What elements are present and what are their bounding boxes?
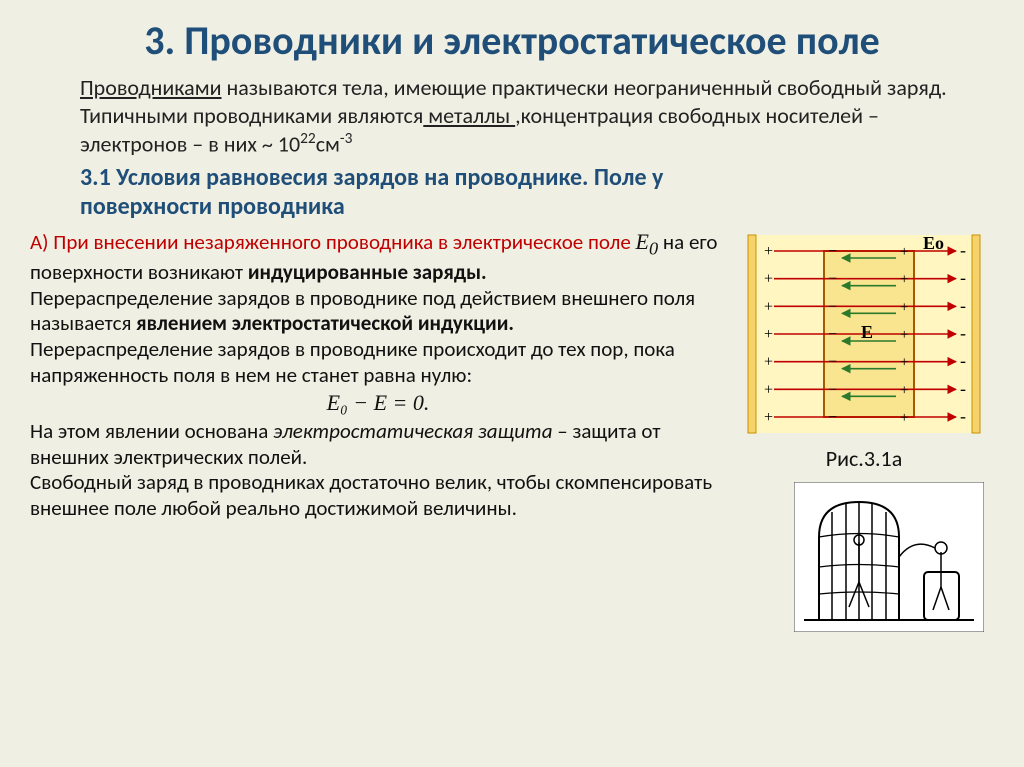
body-p2-b: явлением электростатической индукции.	[136, 310, 514, 336]
svg-text:+: +	[900, 410, 908, 426]
svg-text:-: -	[960, 240, 966, 260]
body-p5: Свободный заряд в проводниках достаточно…	[30, 469, 712, 521]
svg-text:+: +	[764, 409, 773, 426]
svg-text:−: −	[828, 409, 837, 426]
svg-text:-: -	[960, 379, 966, 399]
figure-caption: Рис.3.1а	[744, 445, 984, 472]
body-a-red: А) При внесении незаряженного проводника…	[30, 229, 636, 255]
svg-text:+: +	[900, 300, 908, 316]
svg-text:-: -	[960, 296, 966, 316]
body-text-column: А) При внесении незаряженного проводника…	[30, 229, 726, 632]
svg-text:-: -	[960, 323, 966, 343]
svg-text:+: +	[764, 382, 773, 399]
svg-text:+: +	[764, 354, 773, 371]
body-a-bold: индуцированные заряды.	[248, 259, 487, 285]
svg-text:Eo: Eo	[923, 233, 944, 253]
svg-text:E: E	[861, 322, 873, 342]
svg-text:-: -	[960, 268, 966, 288]
svg-text:+: +	[900, 383, 908, 399]
svg-text:−: −	[828, 382, 837, 399]
intro-underline-1: Проводниками	[80, 74, 222, 101]
svg-text:−: −	[828, 354, 837, 371]
intro-sup-22: 22	[300, 129, 316, 148]
intro-text-5: см	[316, 130, 340, 157]
heading-line-2: поверхности проводника	[80, 192, 345, 221]
svg-text:+: +	[764, 243, 773, 260]
intro-sup-neg3: -3	[340, 129, 353, 148]
figure-column: + - − + + - − + + - − + + - − + + - − + + - − + + - − + Eo E Рис.3.1а	[744, 229, 994, 632]
svg-text:-: -	[960, 351, 966, 371]
diagram-faraday-cage	[794, 482, 984, 632]
svg-text:−: −	[828, 326, 837, 343]
svg-text:+: +	[764, 326, 773, 343]
svg-text:+: +	[900, 244, 908, 260]
slide-title: 3. Проводники и электростатическое поле	[30, 18, 994, 64]
intro-underline-2: металлы	[423, 102, 515, 129]
svg-text:+: +	[900, 355, 908, 371]
svg-text:+: +	[764, 299, 773, 316]
svg-text:+: +	[764, 271, 773, 288]
svg-text:+: +	[900, 272, 908, 288]
symbol-e0: E0	[636, 229, 659, 254]
heading-line-1: 3.1 Условия равновесия зарядов на провод…	[80, 163, 663, 192]
body-p4-a: На этом явлении основана	[30, 418, 273, 444]
body-p4-italic: электростатическая защита	[273, 418, 552, 444]
svg-text:-: -	[960, 406, 966, 426]
diagram-conductor-in-field: + - − + + - − + + - − + + - − + + - − + + - − + + - − + Eo E	[744, 229, 984, 439]
svg-text:−: −	[828, 271, 837, 288]
svg-text:+: +	[900, 327, 908, 343]
intro-paragraph: Проводниками называются тела, имеющие пр…	[30, 74, 994, 158]
subsection-heading: 3.1 Условия равновесия зарядов на провод…	[30, 164, 994, 222]
body-p3: Перераспределение зарядов в проводнике п…	[30, 336, 675, 388]
svg-text:−: −	[828, 299, 837, 316]
equation: E₀ − E = 0.	[30, 390, 726, 417]
svg-text:−: −	[828, 243, 837, 260]
